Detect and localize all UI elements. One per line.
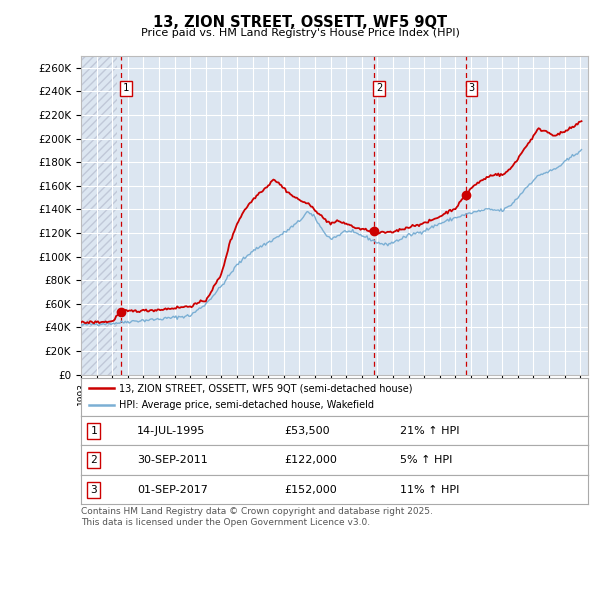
Text: 01-SEP-2017: 01-SEP-2017	[137, 485, 208, 494]
Text: 5% ↑ HPI: 5% ↑ HPI	[400, 455, 453, 465]
Text: Price paid vs. HM Land Registry's House Price Index (HPI): Price paid vs. HM Land Registry's House …	[140, 28, 460, 38]
Text: 2: 2	[90, 455, 97, 465]
Text: 3: 3	[468, 83, 475, 93]
Text: 21% ↑ HPI: 21% ↑ HPI	[400, 426, 460, 435]
Text: 1: 1	[90, 426, 97, 435]
Text: £53,500: £53,500	[284, 426, 329, 435]
Text: Contains HM Land Registry data © Crown copyright and database right 2025.
This d: Contains HM Land Registry data © Crown c…	[81, 507, 433, 527]
Text: 2: 2	[376, 83, 382, 93]
Text: 30-SEP-2011: 30-SEP-2011	[137, 455, 208, 465]
Bar	[81, 56, 117, 375]
Text: 11% ↑ HPI: 11% ↑ HPI	[400, 485, 460, 494]
Text: 13, ZION STREET, OSSETT, WF5 9QT (semi-detached house): 13, ZION STREET, OSSETT, WF5 9QT (semi-d…	[119, 384, 413, 394]
Text: 14-JUL-1995: 14-JUL-1995	[137, 426, 205, 435]
Text: 13, ZION STREET, OSSETT, WF5 9QT: 13, ZION STREET, OSSETT, WF5 9QT	[153, 15, 447, 30]
Text: £152,000: £152,000	[284, 485, 337, 494]
Text: HPI: Average price, semi-detached house, Wakefield: HPI: Average price, semi-detached house,…	[119, 400, 374, 410]
Text: 3: 3	[90, 485, 97, 494]
Text: £122,000: £122,000	[284, 455, 337, 465]
Text: 1: 1	[123, 83, 129, 93]
